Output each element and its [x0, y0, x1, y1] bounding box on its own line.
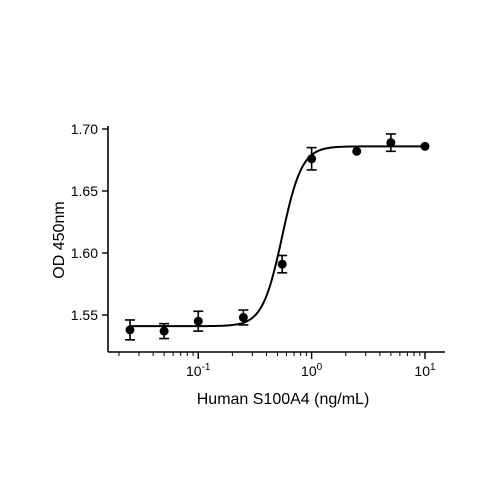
- data-point: [193, 316, 203, 326]
- axes: [107, 126, 445, 353]
- x-axis-title: Human S100A4 (ng/mL): [197, 391, 370, 408]
- x-tick-label: 10-1: [186, 362, 211, 379]
- data-point: [307, 154, 317, 164]
- y-axis-title: OD 450nm: [51, 201, 68, 278]
- y-tick-label: 1.60: [71, 245, 98, 261]
- data-point: [125, 325, 135, 335]
- fit-curve: [130, 145, 425, 328]
- y-tick-label: 1.65: [71, 183, 98, 199]
- x-tick-label: 100: [301, 362, 323, 379]
- y-tick-label: 1.70: [71, 121, 98, 137]
- data-point: [277, 259, 287, 269]
- y-axis-ticks: 1.55 1.60 1.65 1.70: [71, 121, 108, 323]
- data-point: [238, 312, 248, 322]
- x-axis-ticks: 10-1 100 101: [118, 352, 436, 379]
- data-points-layer: [125, 133, 430, 341]
- y-tick-label: 1.55: [71, 307, 98, 323]
- data-point: [420, 141, 430, 151]
- x-tick-label: 101: [414, 362, 436, 379]
- data-point: [352, 146, 362, 156]
- data-point: [159, 326, 169, 336]
- data-point: [386, 138, 396, 148]
- fit-curve-layer: [130, 145, 425, 328]
